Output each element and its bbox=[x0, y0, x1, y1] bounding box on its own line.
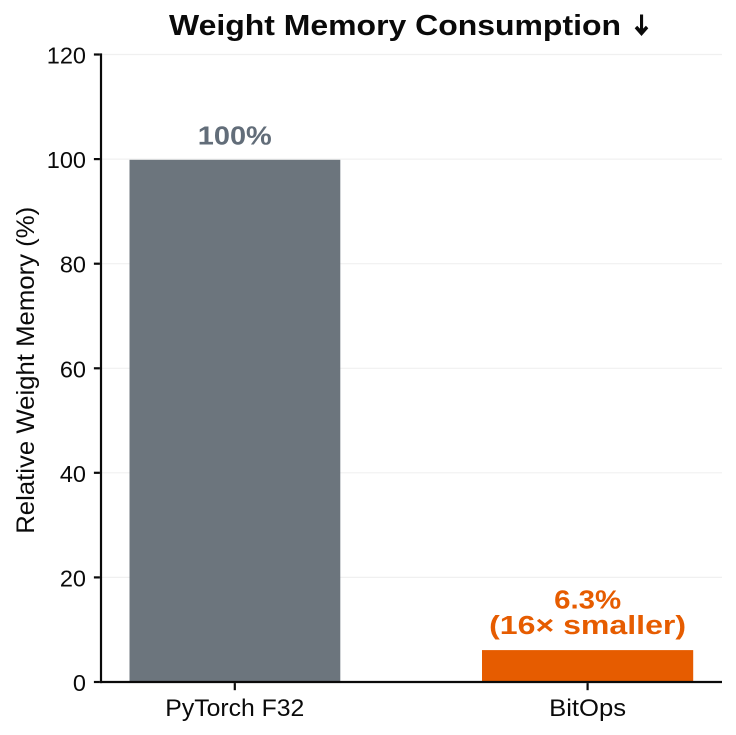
svg-text:120: 120 bbox=[47, 43, 86, 69]
svg-text:40: 40 bbox=[60, 461, 86, 487]
svg-text:20: 20 bbox=[60, 565, 86, 591]
svg-text:PyTorch F32: PyTorch F32 bbox=[165, 695, 304, 722]
svg-text:Weight Memory Consumption: Weight Memory Consumption bbox=[169, 10, 621, 42]
svg-text:100%: 100% bbox=[198, 123, 272, 151]
svg-text:Relative Weight Memory (%): Relative Weight Memory (%) bbox=[12, 207, 40, 534]
svg-text:6.3%: 6.3% bbox=[554, 587, 621, 615]
svg-text:BitOps: BitOps bbox=[549, 695, 626, 722]
svg-text:80: 80 bbox=[60, 252, 86, 278]
svg-text:0: 0 bbox=[73, 670, 86, 696]
svg-text:60: 60 bbox=[60, 356, 86, 382]
svg-text:(16× smaller): (16× smaller) bbox=[489, 612, 686, 640]
svg-text:100: 100 bbox=[47, 147, 86, 173]
